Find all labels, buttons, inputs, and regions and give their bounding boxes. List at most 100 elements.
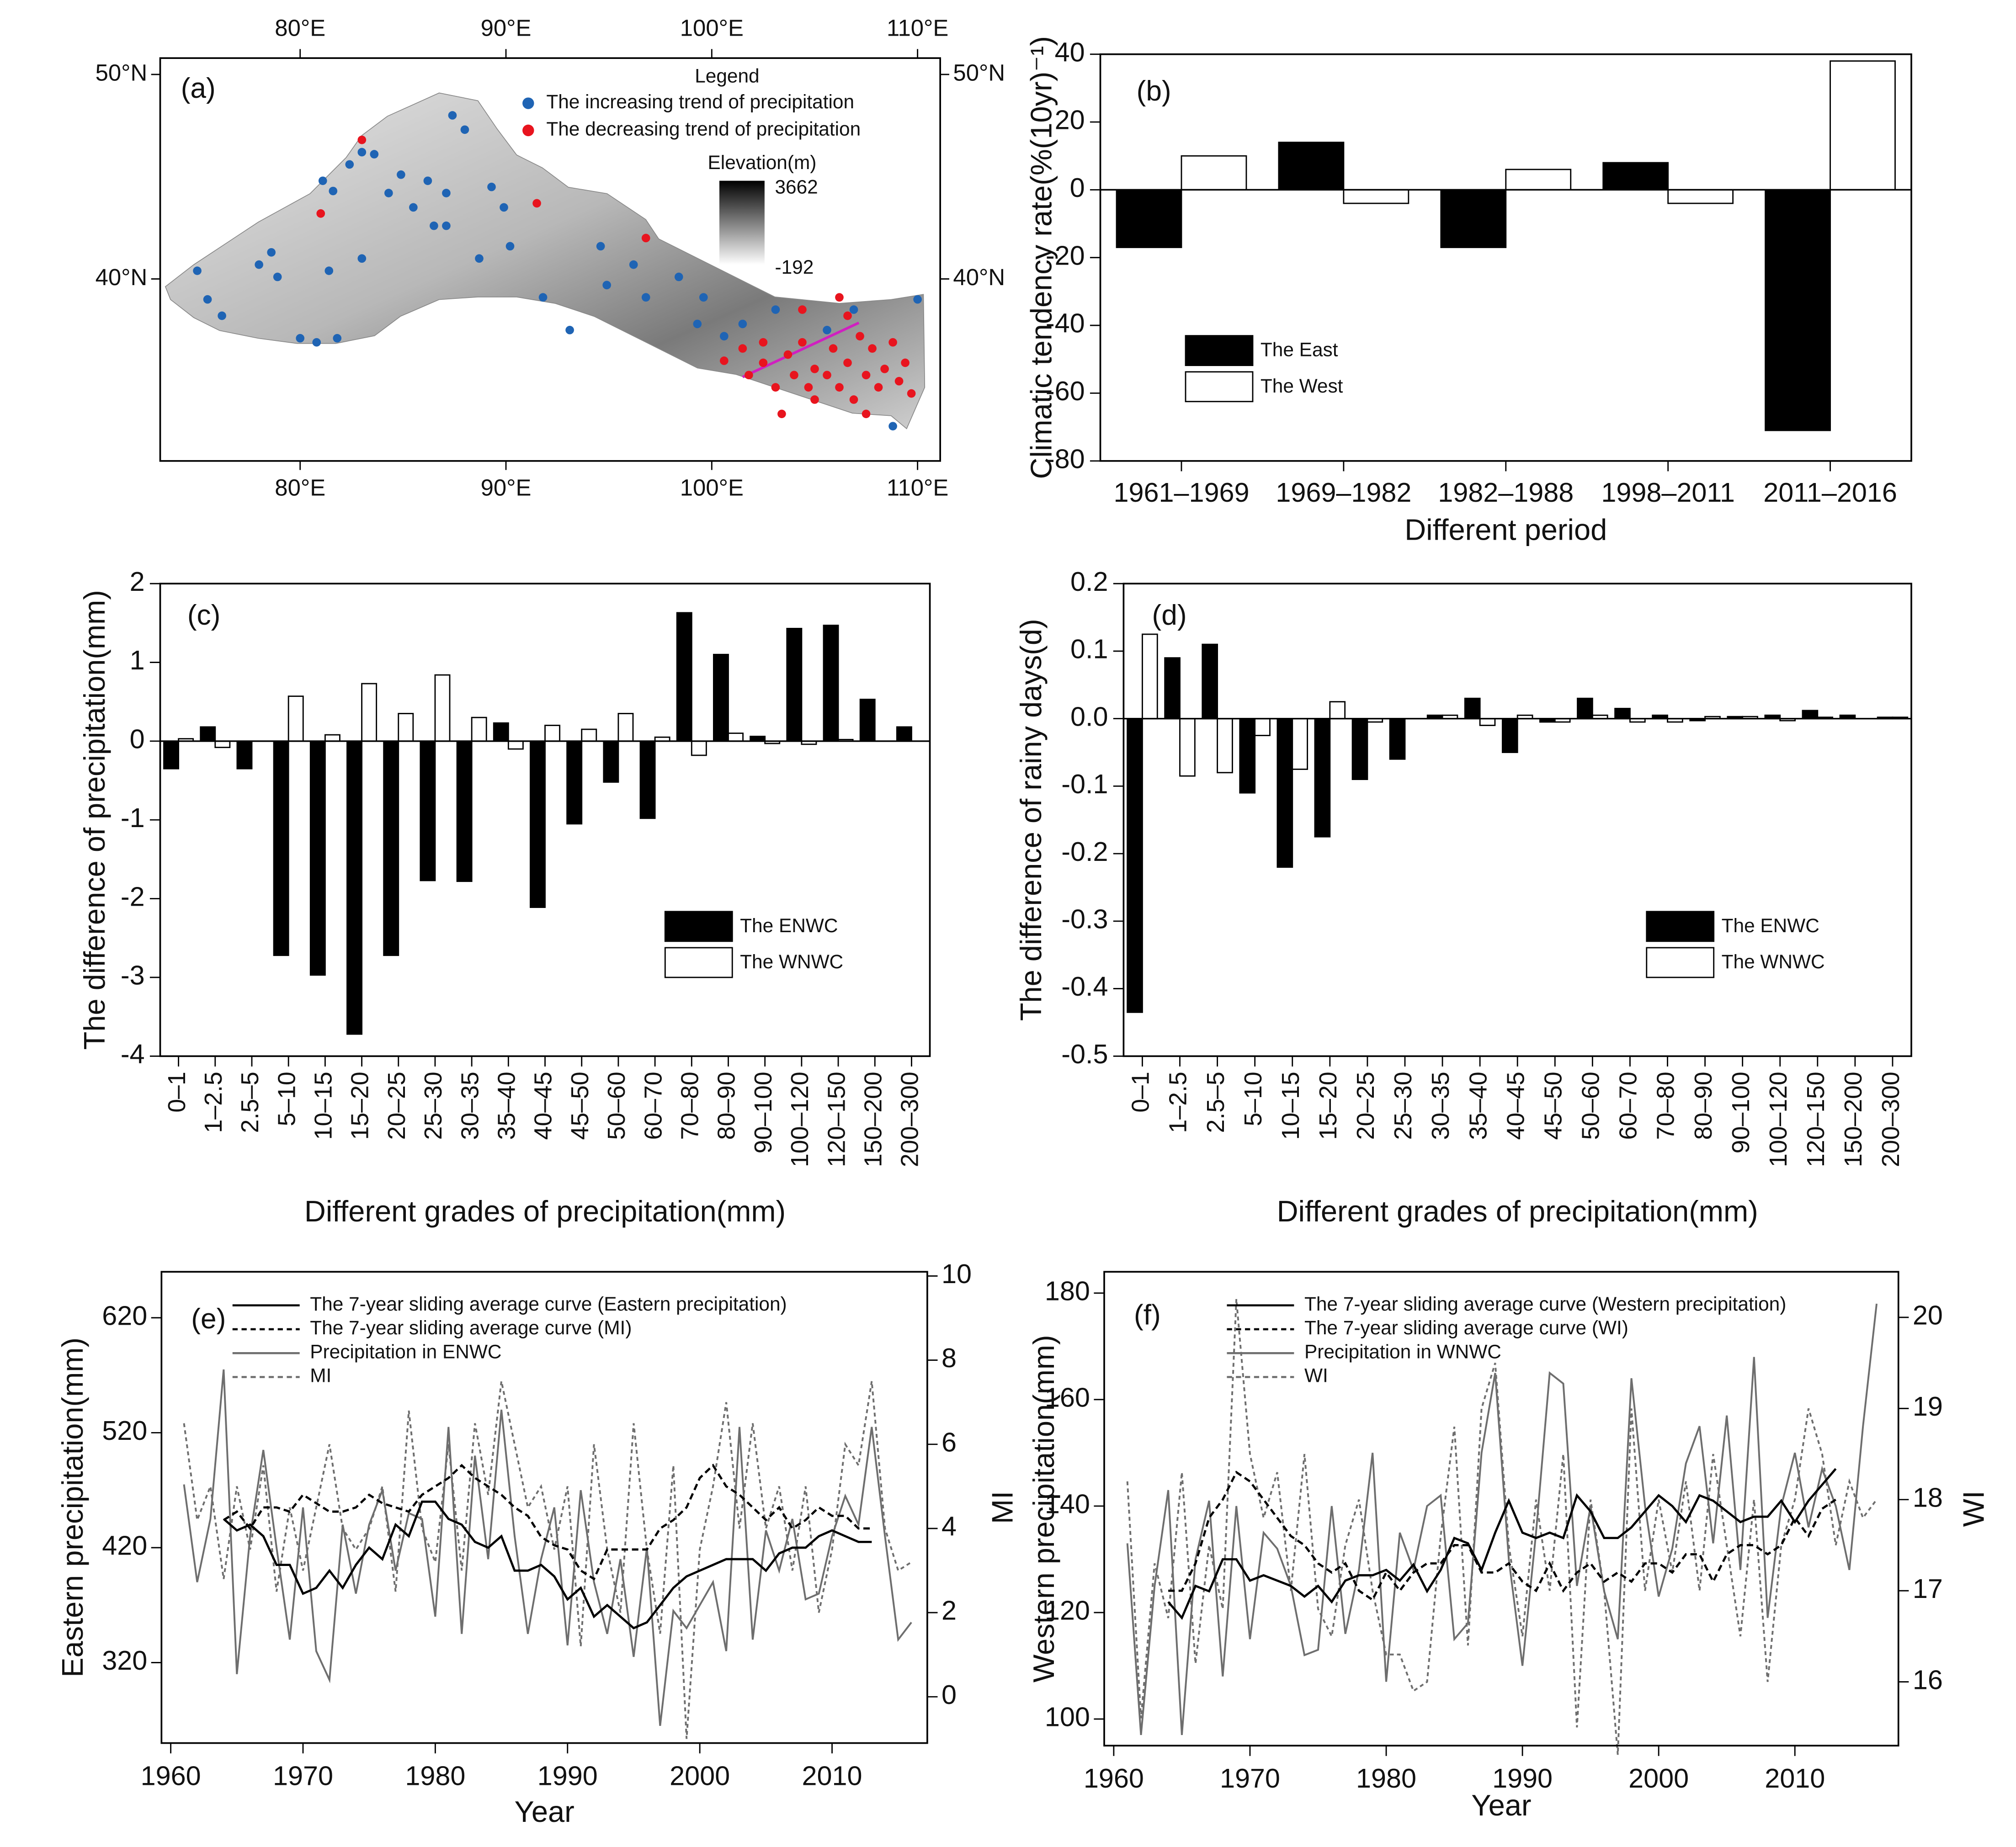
y-axis-label: Climatic tendency rate(%(10yr)⁻¹) [1024, 36, 1058, 479]
station-point [357, 148, 367, 157]
bar [214, 740, 231, 748]
bar [1830, 60, 1896, 191]
y-tick-label: -0.1 [1061, 769, 1108, 799]
legend-swatch [1646, 947, 1715, 978]
y-tick-label: 40 [1055, 37, 1085, 67]
station-point [500, 203, 508, 212]
bar [1217, 718, 1233, 774]
x-tick-label: 150–200 [1840, 1072, 1867, 1167]
x-tick-label: 60–70 [639, 1072, 667, 1140]
y-tick-label: 520 [102, 1415, 147, 1446]
station-point [829, 344, 838, 353]
station-point [777, 409, 786, 419]
x-tick-label: 110°E [887, 474, 948, 500]
x-tick-label: 10–15 [1277, 1072, 1304, 1140]
x-tick-label: 70–80 [1652, 1072, 1680, 1140]
station-point [296, 334, 305, 343]
bar [434, 674, 451, 742]
x-tick-label: 50–60 [603, 1072, 630, 1140]
bar [1278, 142, 1345, 191]
legend-marker [522, 124, 534, 137]
series-line [223, 1500, 872, 1629]
y-tick-label: -60 [1046, 376, 1085, 406]
bar [398, 713, 414, 742]
x-tick-label: 45–50 [1539, 1072, 1567, 1140]
y-axis-label: Eastern precipitation(mm) [56, 1337, 89, 1677]
station-point [798, 338, 807, 347]
panel-label: (d) [1152, 600, 1187, 631]
y-tick-label: 1 [130, 645, 145, 675]
bar [1179, 718, 1196, 777]
station-point [693, 319, 702, 329]
station-point [641, 234, 650, 243]
station-point [862, 409, 871, 419]
y2-tick-label: 0 [942, 1679, 957, 1710]
y2-tick-label: 6 [942, 1427, 957, 1457]
bar [1602, 162, 1669, 191]
station-point [532, 199, 541, 208]
legend-marker [522, 97, 534, 109]
bar [1277, 718, 1293, 868]
bar [1142, 633, 1158, 720]
y2-tick-label: 17 [1913, 1573, 1943, 1604]
y-tick-label: 120 [1045, 1595, 1090, 1626]
station-point [448, 111, 457, 120]
y-tick-label: 100 [1045, 1702, 1090, 1732]
x-tick-label: 10–15 [310, 1072, 337, 1140]
x-tick-label: 1970 [1220, 1763, 1280, 1794]
y-tick-label: -1 [121, 802, 145, 833]
station-point [273, 272, 282, 281]
bar [236, 740, 253, 770]
legend-swatch [664, 947, 733, 978]
station-point [674, 272, 683, 281]
panel-label: (c) [187, 600, 220, 631]
x-tick-label: 15–20 [1314, 1072, 1342, 1140]
x-tick-label: 0–1 [163, 1072, 191, 1113]
station-point [538, 293, 548, 302]
station-point [810, 365, 819, 373]
y-tick-label: 50°N [953, 59, 1005, 85]
station-point [596, 242, 605, 251]
bar [1314, 718, 1331, 838]
station-point [345, 160, 354, 169]
station-point [641, 293, 650, 302]
bar [691, 740, 707, 756]
station-point [720, 356, 729, 365]
y2-tick-label: 20 [1913, 1300, 1943, 1331]
bar [786, 627, 803, 742]
bar [309, 740, 326, 976]
bar [1440, 189, 1507, 248]
bar [1127, 718, 1143, 1013]
legend-label: MI [310, 1365, 331, 1386]
series-line [1167, 1468, 1837, 1620]
x-tick-label: 35–40 [493, 1072, 521, 1140]
station-point [203, 295, 212, 304]
y-axis-label: Western precipitation(mm) [1027, 1335, 1060, 1682]
bar [1116, 189, 1182, 248]
colorbar-title: Elevation(m) [708, 152, 817, 173]
station-point [745, 371, 753, 380]
station-point [759, 338, 768, 347]
legend-label: The 7-year sliding average curve (MI) [310, 1317, 632, 1338]
colorbar [719, 180, 765, 265]
y2-tick-label: 8 [942, 1343, 957, 1373]
legend-label: The WNWC [1722, 951, 1825, 972]
x-tick-label: 35–40 [1464, 1072, 1492, 1140]
x-tick-label: 100–120 [786, 1072, 814, 1167]
legend-label: WI [1304, 1365, 1328, 1386]
y2-tick-label: 16 [1913, 1664, 1943, 1695]
x-tick-label: 2000 [670, 1761, 730, 1791]
y-tick-label: -0.4 [1061, 971, 1108, 1002]
station-point [843, 311, 852, 320]
y-tick-label: 40°N [96, 264, 148, 290]
x-tick-label: 1–2.5 [1165, 1072, 1192, 1133]
x-tick-label: 2.5–5 [1202, 1072, 1229, 1133]
bar [1351, 718, 1368, 780]
x-tick-label: 1960 [141, 1761, 201, 1791]
x-tick-label: 80°E [275, 474, 325, 500]
x-tick-label: 20–25 [383, 1072, 410, 1140]
panel-label: (e) [191, 1303, 226, 1335]
bar [507, 740, 524, 750]
series-line [1168, 1470, 1836, 1602]
x-tick-label: 2000 [1628, 1763, 1689, 1794]
